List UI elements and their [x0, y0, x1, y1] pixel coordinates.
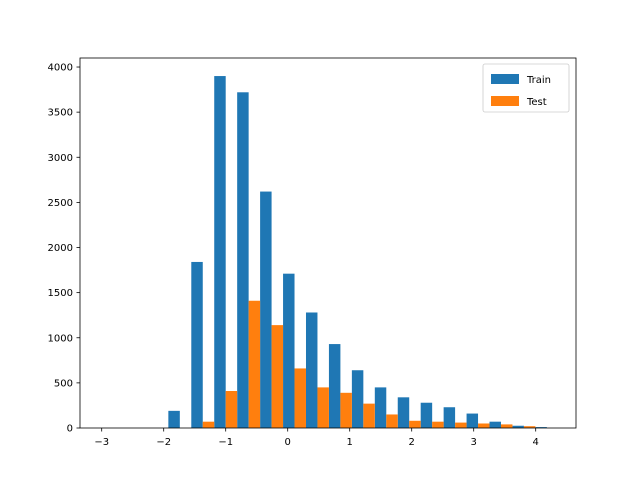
- test-bar: [500, 424, 513, 428]
- legend: Train Test: [482, 63, 570, 113]
- test-bar: [294, 368, 306, 428]
- train-bar: [489, 421, 501, 428]
- test-bar: [478, 423, 490, 428]
- test-bar: [432, 421, 444, 428]
- train-bar: [351, 370, 364, 428]
- train-bar: [305, 312, 318, 428]
- bars-group: [168, 76, 547, 429]
- y-tick-label: 3500: [48, 108, 73, 119]
- train-bar: [191, 261, 203, 428]
- test-bar: [225, 391, 238, 428]
- test-bar: [523, 426, 536, 428]
- x-tick-label: 2: [409, 437, 415, 448]
- train-bar: [328, 344, 341, 428]
- test-bar: [363, 403, 375, 428]
- x-tick-label: −2: [156, 437, 171, 448]
- plot-area-frame: [79, 57, 577, 429]
- test-bar: [340, 392, 352, 428]
- y-tick-label: 2500: [48, 198, 73, 209]
- x-tick-label: 0: [285, 437, 291, 448]
- train-bar: [214, 76, 226, 429]
- legend-label-test: Test: [526, 97, 547, 108]
- x-axis: −3 −2 −1 0 1 2 3 4: [94, 428, 539, 448]
- test-bar: [386, 414, 398, 428]
- test-bar: [248, 300, 261, 428]
- test-bar: [317, 387, 329, 428]
- test-bar: [202, 421, 215, 428]
- train-bar: [466, 413, 479, 428]
- y-axis: 0 500 1000 1500 2000 2500 3000 3500 4000: [48, 63, 80, 435]
- x-tick-label: −3: [94, 437, 109, 448]
- train-bar: [512, 425, 524, 428]
- train-bar: [443, 407, 456, 428]
- test-bar: [271, 325, 284, 428]
- legend-swatch-train: [491, 74, 519, 84]
- x-tick-label: −1: [218, 437, 233, 448]
- y-tick-label: 2000: [48, 243, 73, 254]
- train-bar: [168, 410, 180, 428]
- train-bar: [374, 387, 387, 428]
- y-tick-label: 1500: [48, 288, 73, 299]
- train-bar: [535, 427, 547, 428]
- train-bar: [237, 92, 249, 428]
- y-tick-label: 4000: [48, 63, 73, 74]
- x-tick-label: 1: [347, 437, 353, 448]
- y-tick-label: 3000: [48, 153, 73, 164]
- train-bar: [397, 397, 410, 428]
- y-tick-label: 1000: [48, 333, 73, 344]
- test-bar: [409, 420, 421, 428]
- legend-swatch-test: [491, 96, 519, 106]
- y-tick-label: 500: [54, 378, 73, 389]
- x-tick-label: 3: [471, 437, 477, 448]
- y-tick-label: 0: [67, 424, 73, 435]
- train-bar: [283, 273, 295, 428]
- test-bar: [455, 422, 467, 428]
- train-bar: [260, 191, 272, 428]
- train-bar: [420, 402, 433, 428]
- x-tick-label: 4: [533, 437, 539, 448]
- legend-label-train: Train: [526, 75, 551, 86]
